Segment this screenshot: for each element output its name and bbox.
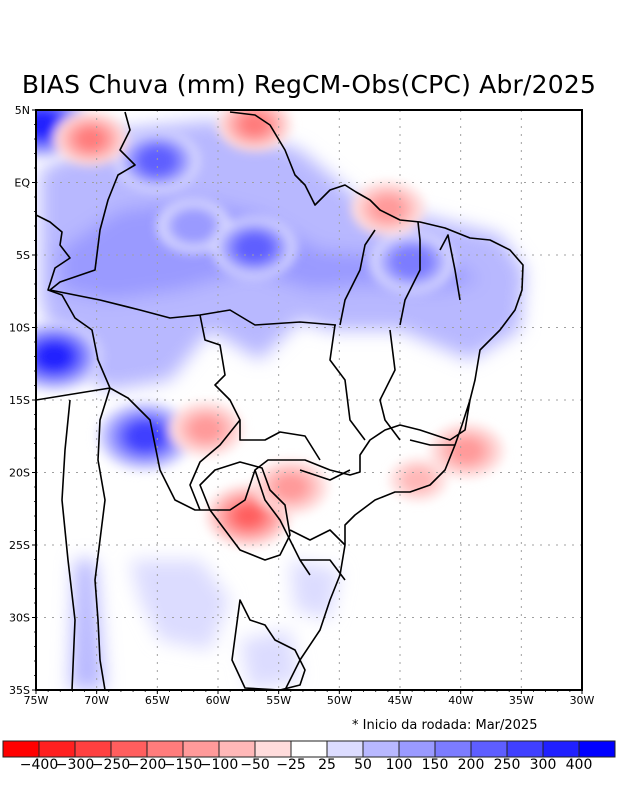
colorbar-box [38, 740, 76, 758]
colorbar-box [470, 740, 508, 758]
anomaly-roraima-wet [145, 151, 170, 171]
colorbar-box [182, 740, 220, 758]
colorbar-label: −25 [276, 757, 306, 773]
anomaly-bolivia-wet [133, 426, 158, 446]
run-start-note: * Inicio da rodada: Mar/2025 [352, 718, 538, 733]
map-title: BIAS Chuva (mm) RegCM-Obs(CPC) Abr/2025 [21, 70, 597, 99]
colorbar-label: 50 [354, 757, 372, 773]
colorbar-box [146, 740, 184, 758]
brazil-west-border [49, 111, 337, 576]
lon-tick-label: 75W [24, 694, 49, 707]
colorbar-box [434, 740, 472, 758]
colorbar-label: −250 [91, 757, 131, 773]
lon-tick-label: 55W [266, 694, 291, 707]
anomaly-northwest-corner-wet [36, 115, 54, 134]
argentina-chile-border [61, 387, 111, 690]
colorbar-label: 250 [493, 757, 521, 773]
anomaly-paraguay-dry [235, 505, 262, 527]
anomaly-amazonas-wet [180, 215, 208, 237]
lat-tick-label: 35S [9, 684, 30, 697]
field-anomalies [36, 110, 504, 547]
states-borders [289, 221, 461, 581]
lon-tick-label: 35W [509, 694, 534, 707]
colorbar-label: 25 [318, 757, 336, 773]
colorbar-box [254, 740, 292, 758]
lat-tick-label: EQ [14, 177, 30, 190]
lon-tick-label: 70W [84, 694, 109, 707]
anomaly-para-wet [242, 238, 267, 258]
anomaly-bolivia-east-dry [189, 416, 223, 442]
colorbar-box [2, 740, 40, 758]
uruguay-light-wet [240, 630, 300, 690]
colorbar-label: −300 [55, 757, 95, 773]
lat-tick-label: 25S [9, 539, 30, 552]
colorbar [2, 740, 616, 758]
lon-tick-label: 40W [448, 694, 473, 707]
uruguay-border [231, 599, 306, 690]
lon-tick-label: 60W [206, 694, 231, 707]
colorbar-label: 400 [565, 757, 593, 773]
colorbar-box [290, 740, 328, 758]
colorbar-box [506, 740, 544, 758]
south-america-coastline [36, 111, 524, 690]
colorbar-box [110, 740, 148, 758]
lat-tick-label: 20S [9, 467, 30, 480]
axis-ticks: 75W 70W 65W 60W 55W 50W 45W 40W 35W 30W 5N EQ 5S 10S 1… [9, 104, 595, 707]
colorbar-box [218, 740, 256, 758]
anomaly-maranhao-piaui-wet [398, 252, 426, 273]
anomaly-amapa-coast-dry [371, 196, 405, 221]
anomaly-colombia-dry [76, 128, 105, 150]
colorbar-box [326, 740, 364, 758]
lat-tick-label: 30S [9, 612, 30, 625]
lon-tick-label: 50W [327, 694, 352, 707]
political-borders [36, 111, 524, 690]
colorbar-label: −400 [19, 757, 59, 773]
colorbar-label: −50 [240, 757, 270, 773]
colorbar-label: −200 [127, 757, 167, 773]
colorbar-label: −100 [199, 757, 239, 773]
colorbar-label: 100 [385, 757, 413, 773]
lon-tick-label: 45W [388, 694, 413, 707]
colorbar-box [362, 740, 400, 758]
lat-tick-label: 10S [9, 322, 30, 335]
colorbar-label: 300 [529, 757, 557, 773]
anomaly-mato-grosso-sul-dry [274, 474, 308, 500]
colorbar-box [542, 740, 580, 758]
lon-tick-label: 65W [145, 694, 170, 707]
colorbar-box [398, 740, 436, 758]
colorbar-label: −150 [163, 757, 203, 773]
paraguay-border [199, 461, 291, 561]
colorbar-box [74, 740, 112, 758]
colorbar-label: 150 [421, 757, 449, 773]
anomaly-espirito-santo-dry [450, 438, 483, 464]
lon-tick-label: 30W [570, 694, 595, 707]
colorbar-box [578, 740, 616, 758]
anomaly-guyana-dry [240, 114, 269, 135]
lat-tick-label: 15S [9, 394, 30, 407]
anomaly-western-amazon-wet [42, 347, 66, 366]
south-light-wet [130, 560, 230, 650]
colorbar-label: 200 [457, 757, 485, 773]
lat-tick-label: 5N [15, 104, 30, 117]
lat-tick-label: 5S [16, 249, 30, 262]
